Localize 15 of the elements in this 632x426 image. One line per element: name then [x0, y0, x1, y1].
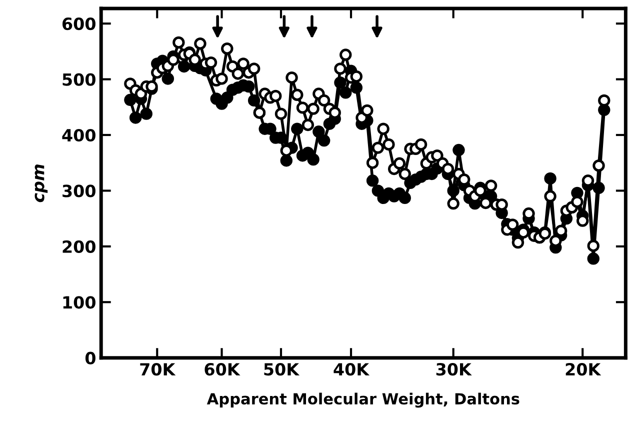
- x-tick-label: 30K: [436, 362, 472, 376]
- y-tick-label: 600: [62, 18, 96, 30]
- y-tick-label: 300: [62, 184, 96, 198]
- y-tick-label: 100: [63, 296, 96, 309]
- x-tick-label: 20K: [566, 362, 602, 376]
- x-tick-label: 50K: [264, 362, 300, 376]
- y-tick-label: 200: [62, 240, 96, 253]
- x-tick-label: 70K: [140, 362, 176, 376]
- x-axis-title: Apparent Molecular Weight, Daltons: [206, 392, 520, 408]
- y-tick-label: 0: [85, 352, 96, 364]
- x-tick-label: 60K: [204, 362, 240, 376]
- y-axis-title: cpm: [34, 164, 48, 202]
- y-tick-label: 500: [62, 73, 96, 86]
- y-tick-label: 400: [62, 128, 96, 142]
- x-tick-label: 40K: [334, 362, 370, 376]
